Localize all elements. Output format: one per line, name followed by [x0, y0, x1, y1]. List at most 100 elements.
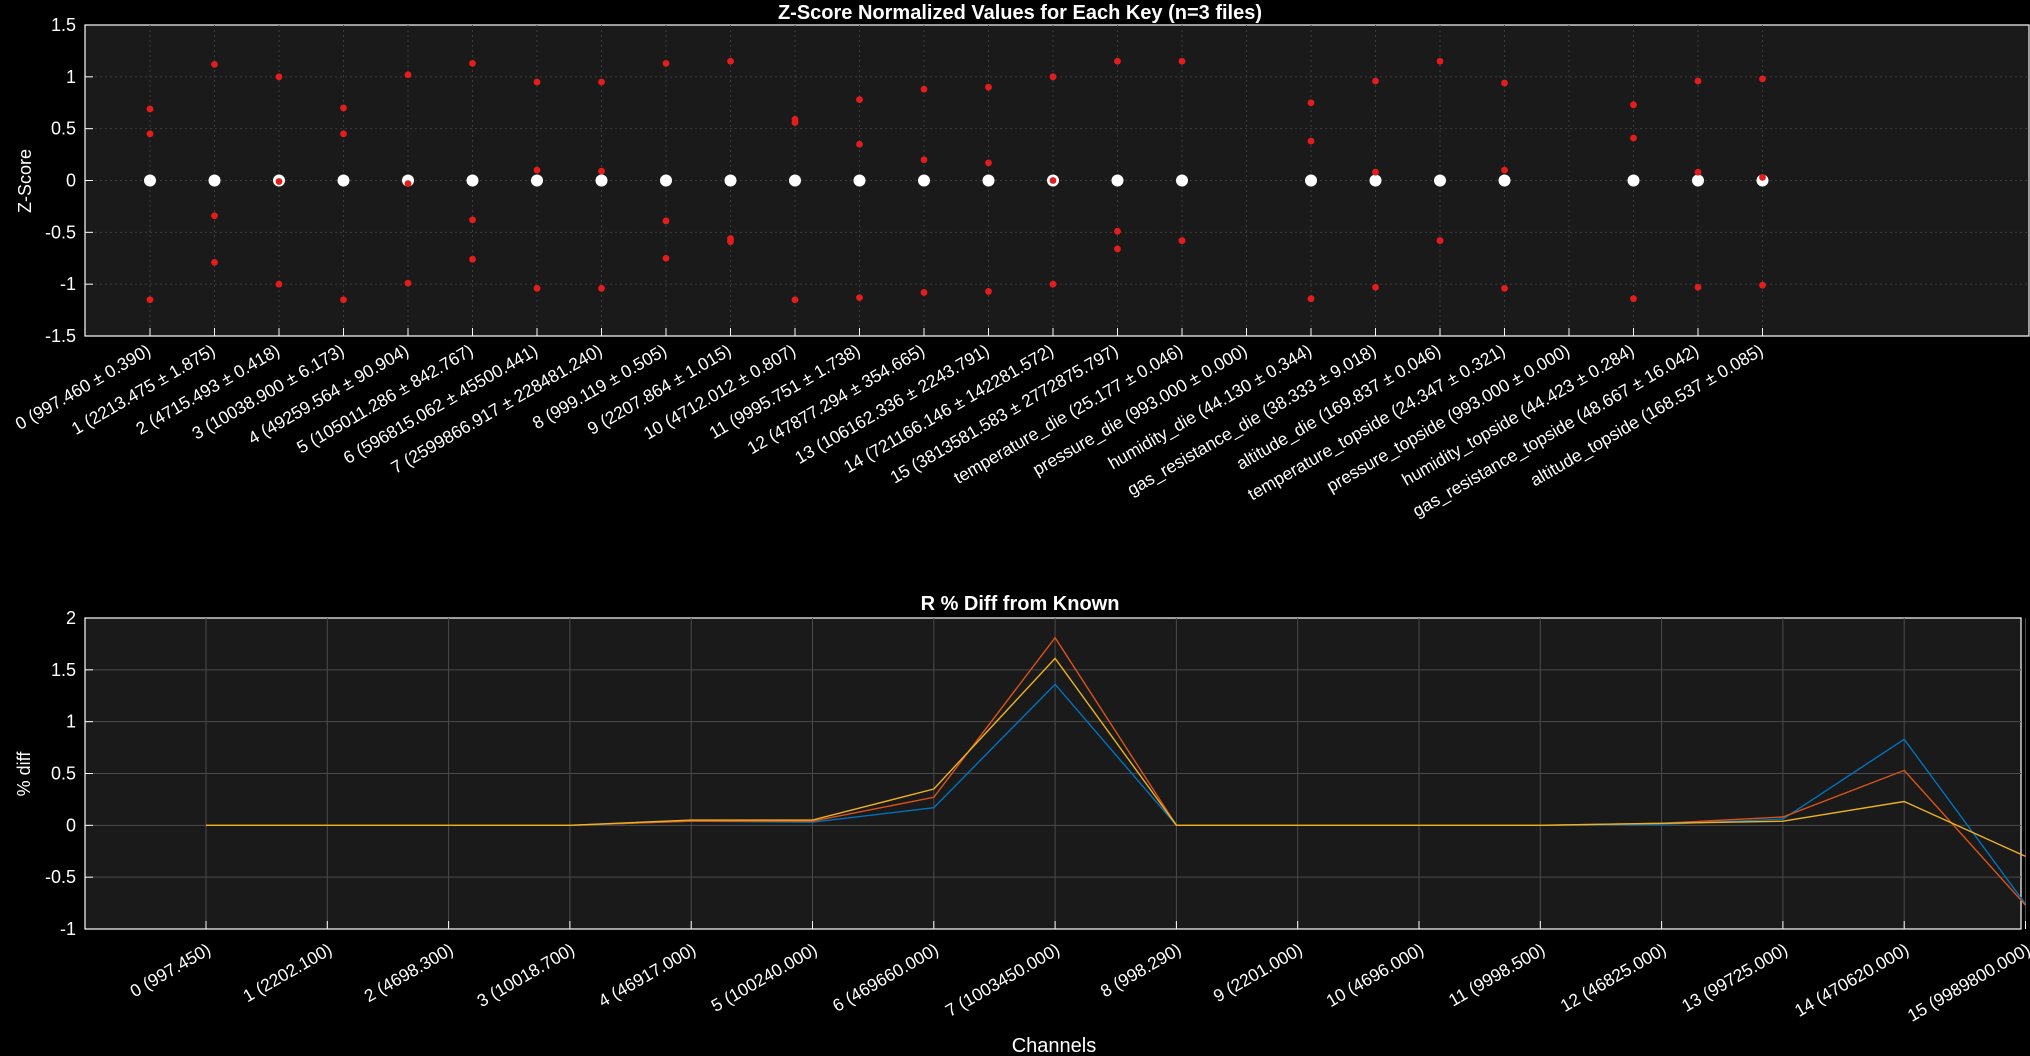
zscore-file-point	[146, 130, 154, 138]
zscore-file-point	[1049, 73, 1057, 81]
zscore-mean-point	[1434, 174, 1446, 187]
zscore-mean-point	[853, 174, 866, 187]
zscore-file-point	[920, 156, 928, 164]
pctdiff-y-tick-label: 0.5	[51, 764, 76, 784]
zscore-mean-point	[1111, 174, 1124, 187]
zscore-file-point	[469, 59, 476, 67]
zscore-points	[144, 57, 1769, 304]
zscore-mean-point	[660, 174, 672, 187]
zscore-mean-point	[982, 174, 995, 187]
zscore-file-point	[340, 296, 347, 304]
zscore-file-point	[146, 296, 154, 304]
zscore-file-point	[533, 284, 541, 292]
pctdiff-y-tick-label: 1	[66, 712, 76, 732]
zscore-y-tick-label: 0.5	[51, 119, 76, 139]
zscore-file-point	[211, 60, 218, 68]
pctdiff-y-axis: 2 1.5 1 0.5 0 -0.5 -1	[45, 608, 93, 939]
pctdiff-x-axis-label: Channels	[1012, 1035, 1097, 1056]
zscore-file-point	[662, 254, 670, 262]
zscore-file-point	[1759, 173, 1766, 181]
zscore-file-point	[1436, 237, 1444, 245]
zscore-y-tick-label: 1	[66, 67, 76, 87]
pctdiff-y-tick-label: 2	[66, 608, 76, 628]
zscore-mean-point	[531, 174, 543, 187]
zscore-file-point	[1501, 79, 1508, 87]
zscore-file-point	[469, 255, 476, 263]
zscore-file-point	[662, 59, 670, 67]
zscore-mean-point	[1498, 174, 1511, 187]
zscore-file-point	[211, 258, 218, 266]
zscore-y-tick-label: 1.5	[51, 15, 76, 35]
zscore-file-point	[533, 78, 541, 86]
zscore-y-tick-label: -0.5	[45, 222, 76, 242]
zscore-y-tick-label: 0	[66, 171, 76, 191]
zscore-file-point	[920, 85, 928, 93]
zscore-mean-point	[466, 174, 479, 187]
zscore-file-point	[1759, 281, 1766, 289]
zscore-file-point	[1307, 137, 1315, 145]
zscore-mean-point	[1305, 174, 1317, 187]
zscore-file-point	[1307, 295, 1315, 303]
zscore-file-point	[985, 83, 992, 91]
zscore-mean-point	[1369, 174, 1382, 187]
zscore-mean-point	[337, 174, 350, 187]
zscore-chart-title: Z-Score Normalized Values for Each Key (…	[778, 2, 1262, 24]
zscore-file-point	[275, 280, 283, 288]
zscore-file-point	[1501, 166, 1508, 174]
pctdiff-y-axis-label: % diff	[14, 751, 34, 797]
pctdiff-y-tick-label: -1	[60, 919, 76, 939]
zscore-file-point	[856, 294, 863, 302]
zscore-file-point	[404, 279, 412, 287]
pctdiff-y-tick-label: -0.5	[45, 867, 76, 887]
zscore-file-point	[1114, 57, 1121, 65]
zscore-file-point	[1049, 280, 1057, 288]
zscore-file-point	[404, 180, 412, 188]
zscore-y-axis: 1.5 1 0.5 0 -0.5 -1 -1.5	[45, 15, 93, 346]
zscore-file-point	[275, 178, 283, 185]
zscore-file-point	[791, 119, 799, 126]
zscore-file-point	[598, 167, 605, 175]
zscore-y-axis-label: Z-Score	[15, 149, 35, 213]
zscore-file-point	[727, 57, 734, 65]
zscore-mean-point	[918, 174, 930, 187]
pctdiff-series	[206, 636, 2027, 906]
pctdiff-y-tick-label: 1.5	[51, 660, 76, 680]
zscore-file-point	[1694, 283, 1702, 291]
zscore-mean-point	[789, 174, 801, 187]
zscore-file-point	[533, 166, 541, 174]
zscore-y-tick-label: -1.5	[45, 326, 76, 346]
zscore-file-point	[1759, 75, 1766, 83]
zscore-file-point	[1178, 237, 1186, 245]
zscore-file-point	[1630, 134, 1637, 142]
zscore-file-point	[1501, 284, 1508, 292]
zscore-file-point	[1049, 177, 1057, 184]
zscore-mean-point	[144, 174, 156, 187]
pctdiff-y-tick-label: 0	[66, 815, 76, 835]
zscore-file-point	[920, 289, 928, 296]
zscore-mean-point	[1627, 174, 1640, 187]
zscore-file-point	[985, 288, 992, 295]
zscore-y-tick-label: -1	[60, 274, 76, 294]
pctdiff-chart-title: R % Diff from Known	[921, 593, 1120, 615]
zscore-file-point	[791, 296, 799, 304]
zscore-file-point	[598, 78, 605, 86]
zscore-file-point	[727, 238, 734, 246]
zscore-mean-point	[595, 174, 608, 187]
zscore-file-point	[1114, 227, 1121, 235]
zscore-file-point	[1372, 168, 1379, 176]
zscore-file-point	[598, 284, 605, 292]
zscore-mean-point	[1176, 174, 1188, 187]
zscore-file-point	[1694, 77, 1702, 85]
zscore-mean-point	[208, 174, 221, 187]
zscore-file-point	[340, 104, 347, 112]
zscore-file-point	[469, 216, 476, 224]
zscore-file-point	[1694, 168, 1702, 176]
zscore-file-point	[1114, 245, 1121, 253]
zscore-file-point	[1307, 99, 1315, 107]
zscore-file-point	[1630, 101, 1637, 109]
zscore-file-point	[275, 73, 283, 81]
zscore-mean-point	[724, 174, 737, 187]
zscore-file-point	[662, 217, 670, 225]
zscore-file-point	[1630, 295, 1637, 303]
